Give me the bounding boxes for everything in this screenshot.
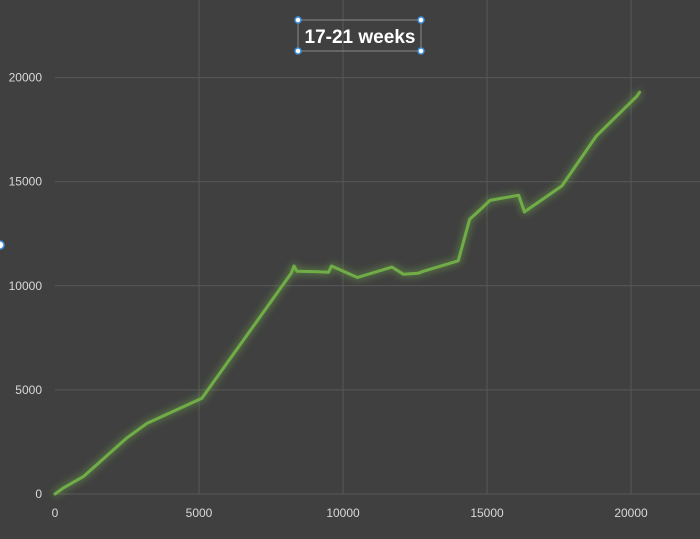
y-tick-label: 10000: [9, 279, 43, 293]
chart-title[interactable]: 17-21 weeks: [305, 27, 416, 48]
data-point: [356, 276, 359, 279]
data-point: [517, 194, 520, 197]
plot-area-handle[interactable]: [0, 240, 5, 250]
data-point: [560, 184, 564, 188]
data-point: [595, 134, 598, 138]
data-point: [638, 91, 641, 94]
data-point: [292, 264, 296, 268]
y-tick-label: 20000: [9, 71, 43, 85]
data-point: [635, 95, 638, 98]
data-point: [313, 270, 316, 273]
data-point: [457, 259, 460, 262]
resize-handle-top-right[interactable]: [417, 16, 425, 24]
data-point: [290, 272, 293, 275]
data-point: [200, 397, 204, 400]
data-point: [416, 272, 420, 275]
data-point: [523, 210, 526, 214]
data-point: [480, 207, 483, 210]
series-layer: [53, 90, 642, 496]
data-point: [62, 486, 65, 489]
resize-handle-bottom-left[interactable]: [294, 47, 302, 55]
data-point: [125, 436, 129, 439]
data-point: [390, 265, 394, 269]
data-point: [82, 475, 86, 478]
y-tick-label: 0: [35, 487, 42, 501]
y-tick-label: 5000: [15, 383, 42, 397]
data-point: [53, 492, 57, 496]
data-point: [330, 264, 333, 268]
resize-handle-bottom-right[interactable]: [417, 47, 425, 55]
data-point: [488, 199, 492, 202]
data-point: [146, 422, 149, 425]
series-points: [53, 91, 641, 496]
x-tick-label: 10000: [326, 506, 360, 520]
data-point: [295, 270, 299, 273]
data-point: [327, 271, 330, 274]
x-tick-label: 5000: [186, 506, 213, 520]
x-tick-label: 15000: [470, 506, 504, 520]
title-selection-box: [297, 19, 422, 52]
axis-ticks: 0 5000 10000 15000 20000 0 5000 10000 15000 20000: [9, 71, 648, 520]
y-tick-label: 15000: [9, 175, 43, 189]
data-point: [402, 273, 405, 276]
data-point: [468, 218, 471, 221]
chart-title-group[interactable]: 17-21 weeks: [294, 16, 425, 55]
gridlines: [55, 0, 700, 495]
x-tick-label: 0: [52, 506, 59, 520]
series-line[interactable]: [53, 90, 642, 496]
resize-handle-top-left[interactable]: [294, 16, 302, 24]
data-point: [422, 270, 425, 273]
x-tick-label: 20000: [614, 506, 648, 520]
